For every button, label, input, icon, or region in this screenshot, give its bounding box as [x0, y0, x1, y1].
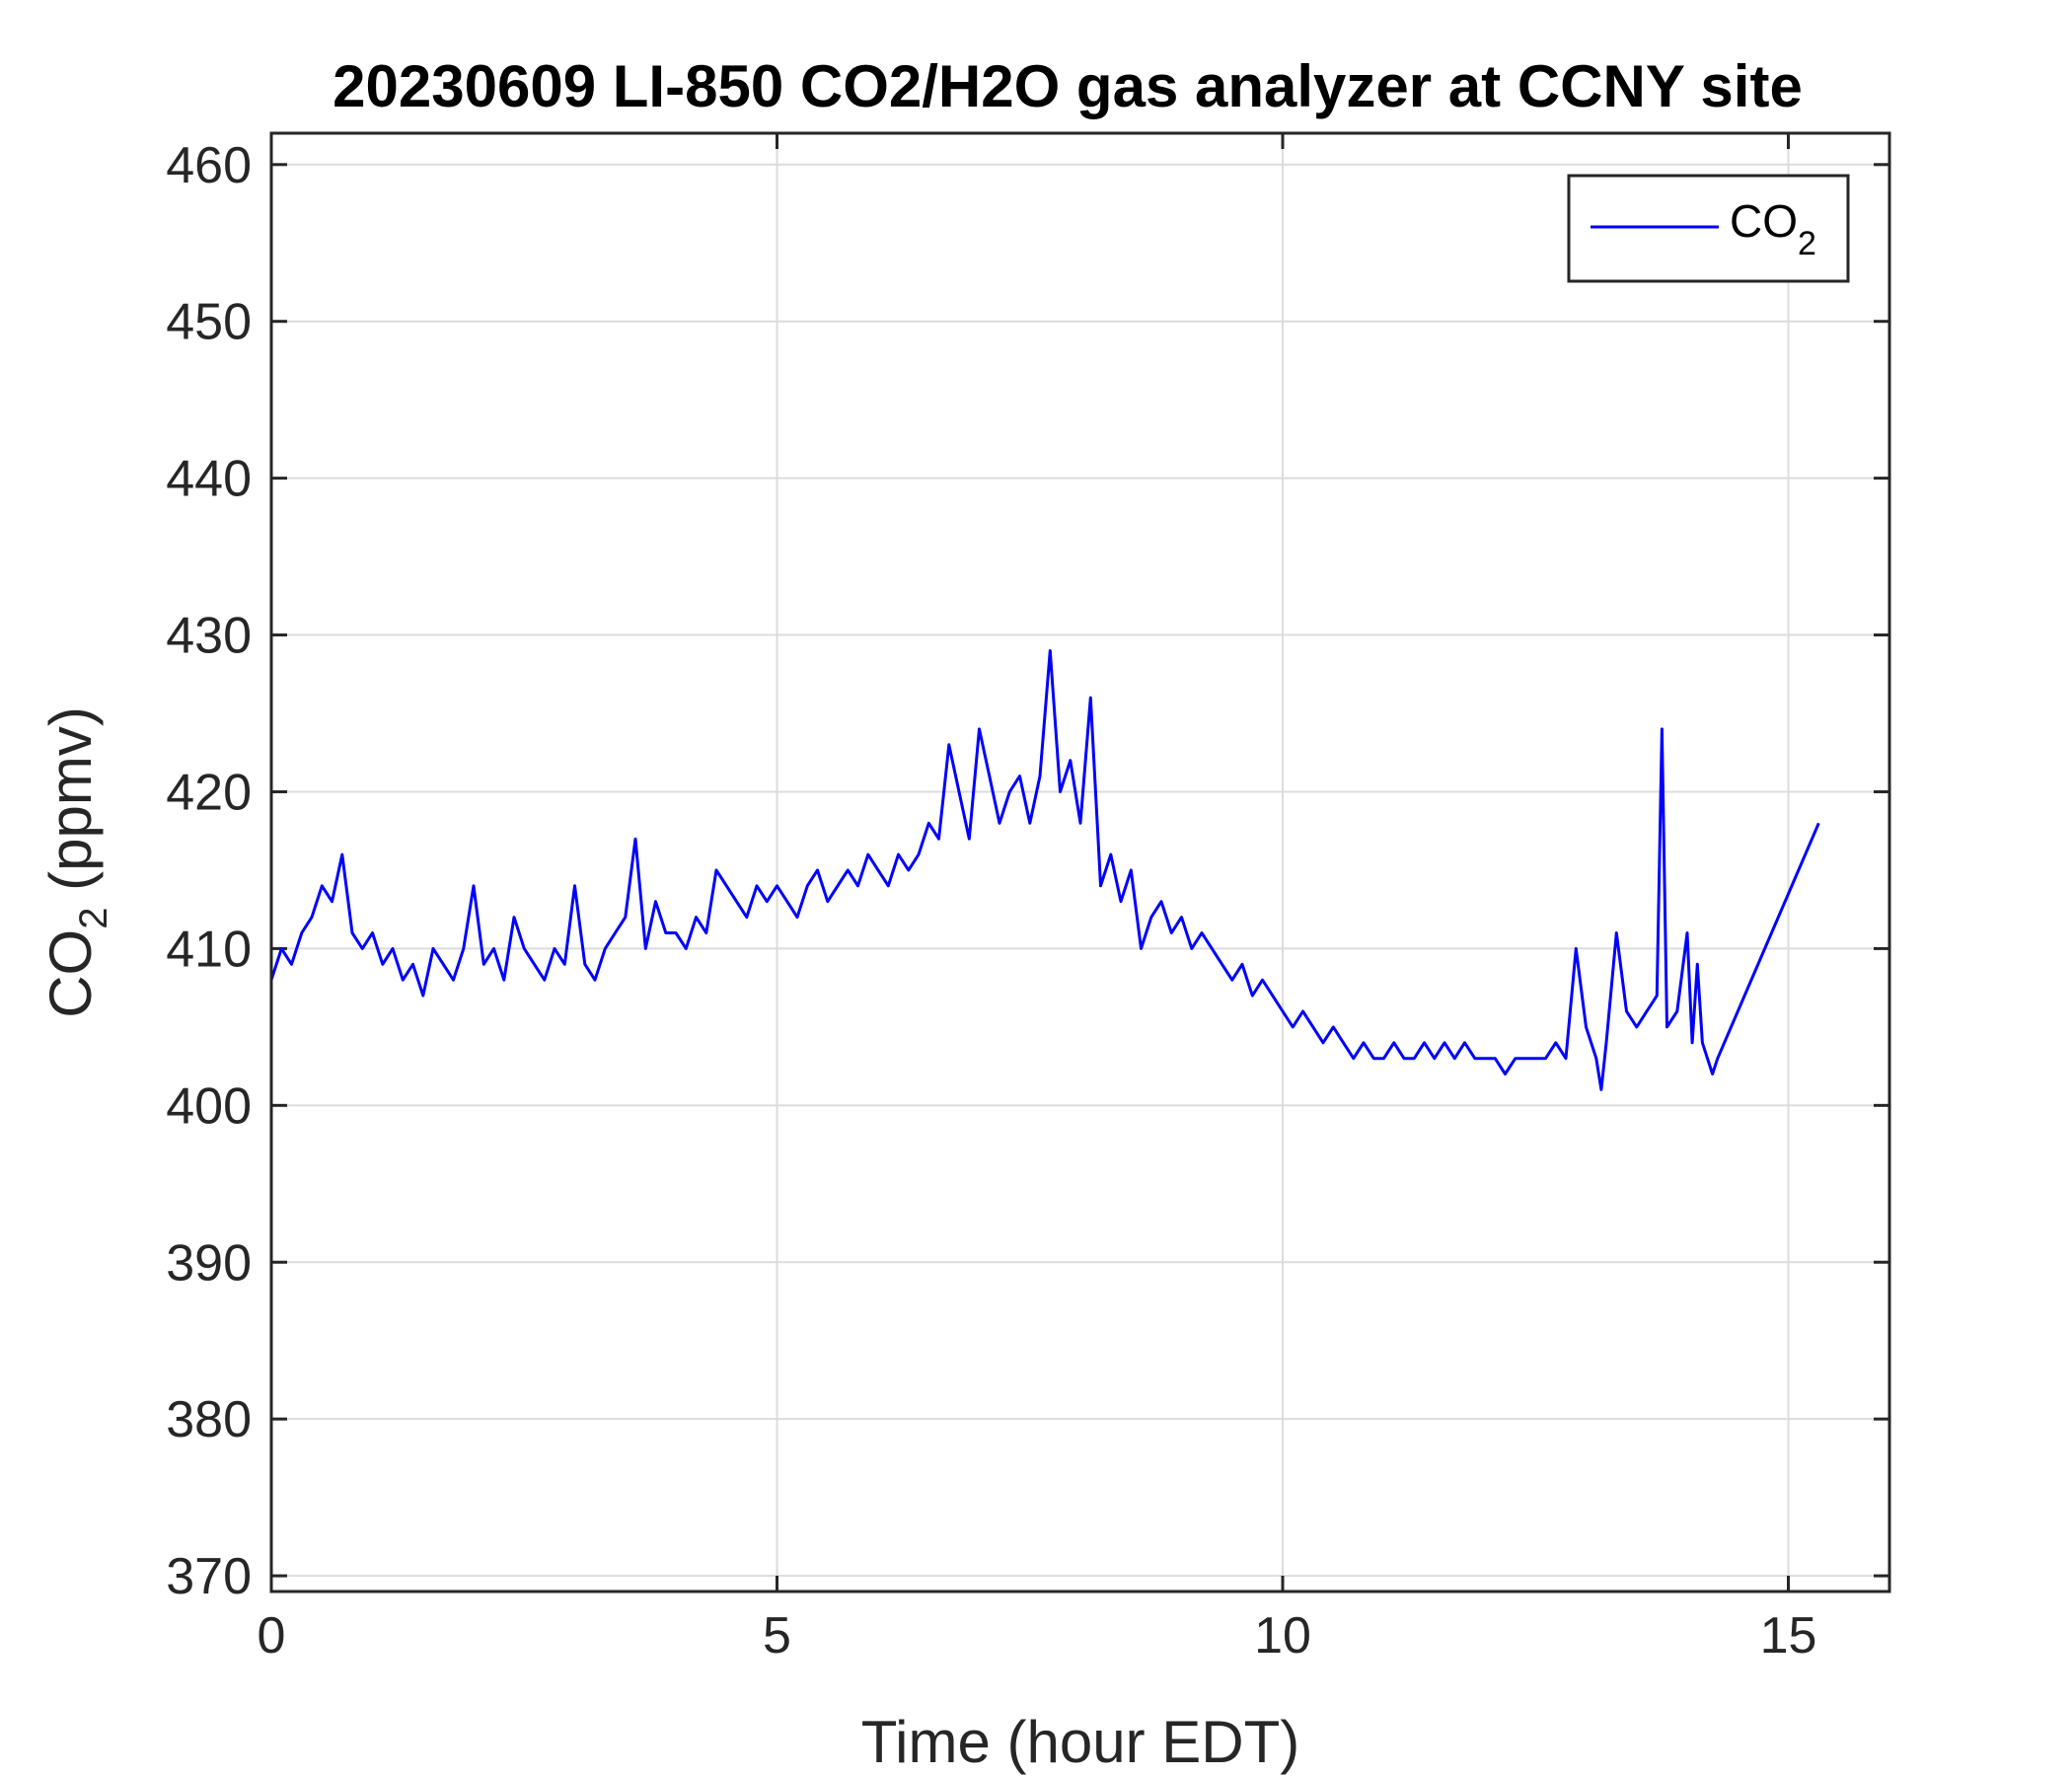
grid-lines — [270, 133, 1889, 1591]
y-tick-label: 460 — [166, 137, 252, 194]
x-tick-labels: 0 5 10 15 — [258, 1607, 1817, 1665]
y-tick-label: 420 — [166, 764, 252, 821]
y-tick-label: 430 — [166, 608, 252, 665]
y-tick-label: 410 — [166, 921, 252, 978]
x-tick-label: 5 — [763, 1607, 791, 1665]
plot-area — [271, 133, 1889, 1591]
y-tick-label: 450 — [166, 294, 252, 351]
legend-entry-co2: CO2 — [1730, 195, 1816, 262]
chart-title: 20230609 LI-850 CO2/H2O gas analyzer at … — [333, 53, 1803, 119]
legend-entry-main: CO — [1730, 195, 1798, 247]
y-tick-label: 380 — [166, 1391, 252, 1448]
y-tick-labels: 370 380 390 400 410 420 430 440 450 460 — [166, 137, 252, 1605]
y-axis-label: CO2 (ppmv) — [37, 706, 115, 1018]
x-axis-label: Time (hour EDT) — [861, 1709, 1300, 1775]
y-tick-label: 440 — [166, 451, 252, 508]
x-tick-label: 0 — [258, 1607, 286, 1665]
legend-entry-subscript: 2 — [1798, 225, 1816, 262]
y-tick-label: 390 — [166, 1234, 252, 1292]
x-tick-label: 10 — [1254, 1607, 1311, 1665]
y-axis-label-main: CO — [37, 929, 104, 1018]
y-tick-label: 370 — [166, 1548, 252, 1605]
y-axis-label-unit: (ppmv) — [37, 706, 104, 907]
y-tick-label: 400 — [166, 1077, 252, 1135]
legend: CO2 — [1567, 174, 1850, 283]
x-tick-label: 15 — [1760, 1607, 1817, 1665]
plot-frame — [269, 131, 1891, 1593]
co2-series-line — [269, 649, 1820, 1091]
y-axis-label-subscript: 2 — [72, 908, 115, 929]
